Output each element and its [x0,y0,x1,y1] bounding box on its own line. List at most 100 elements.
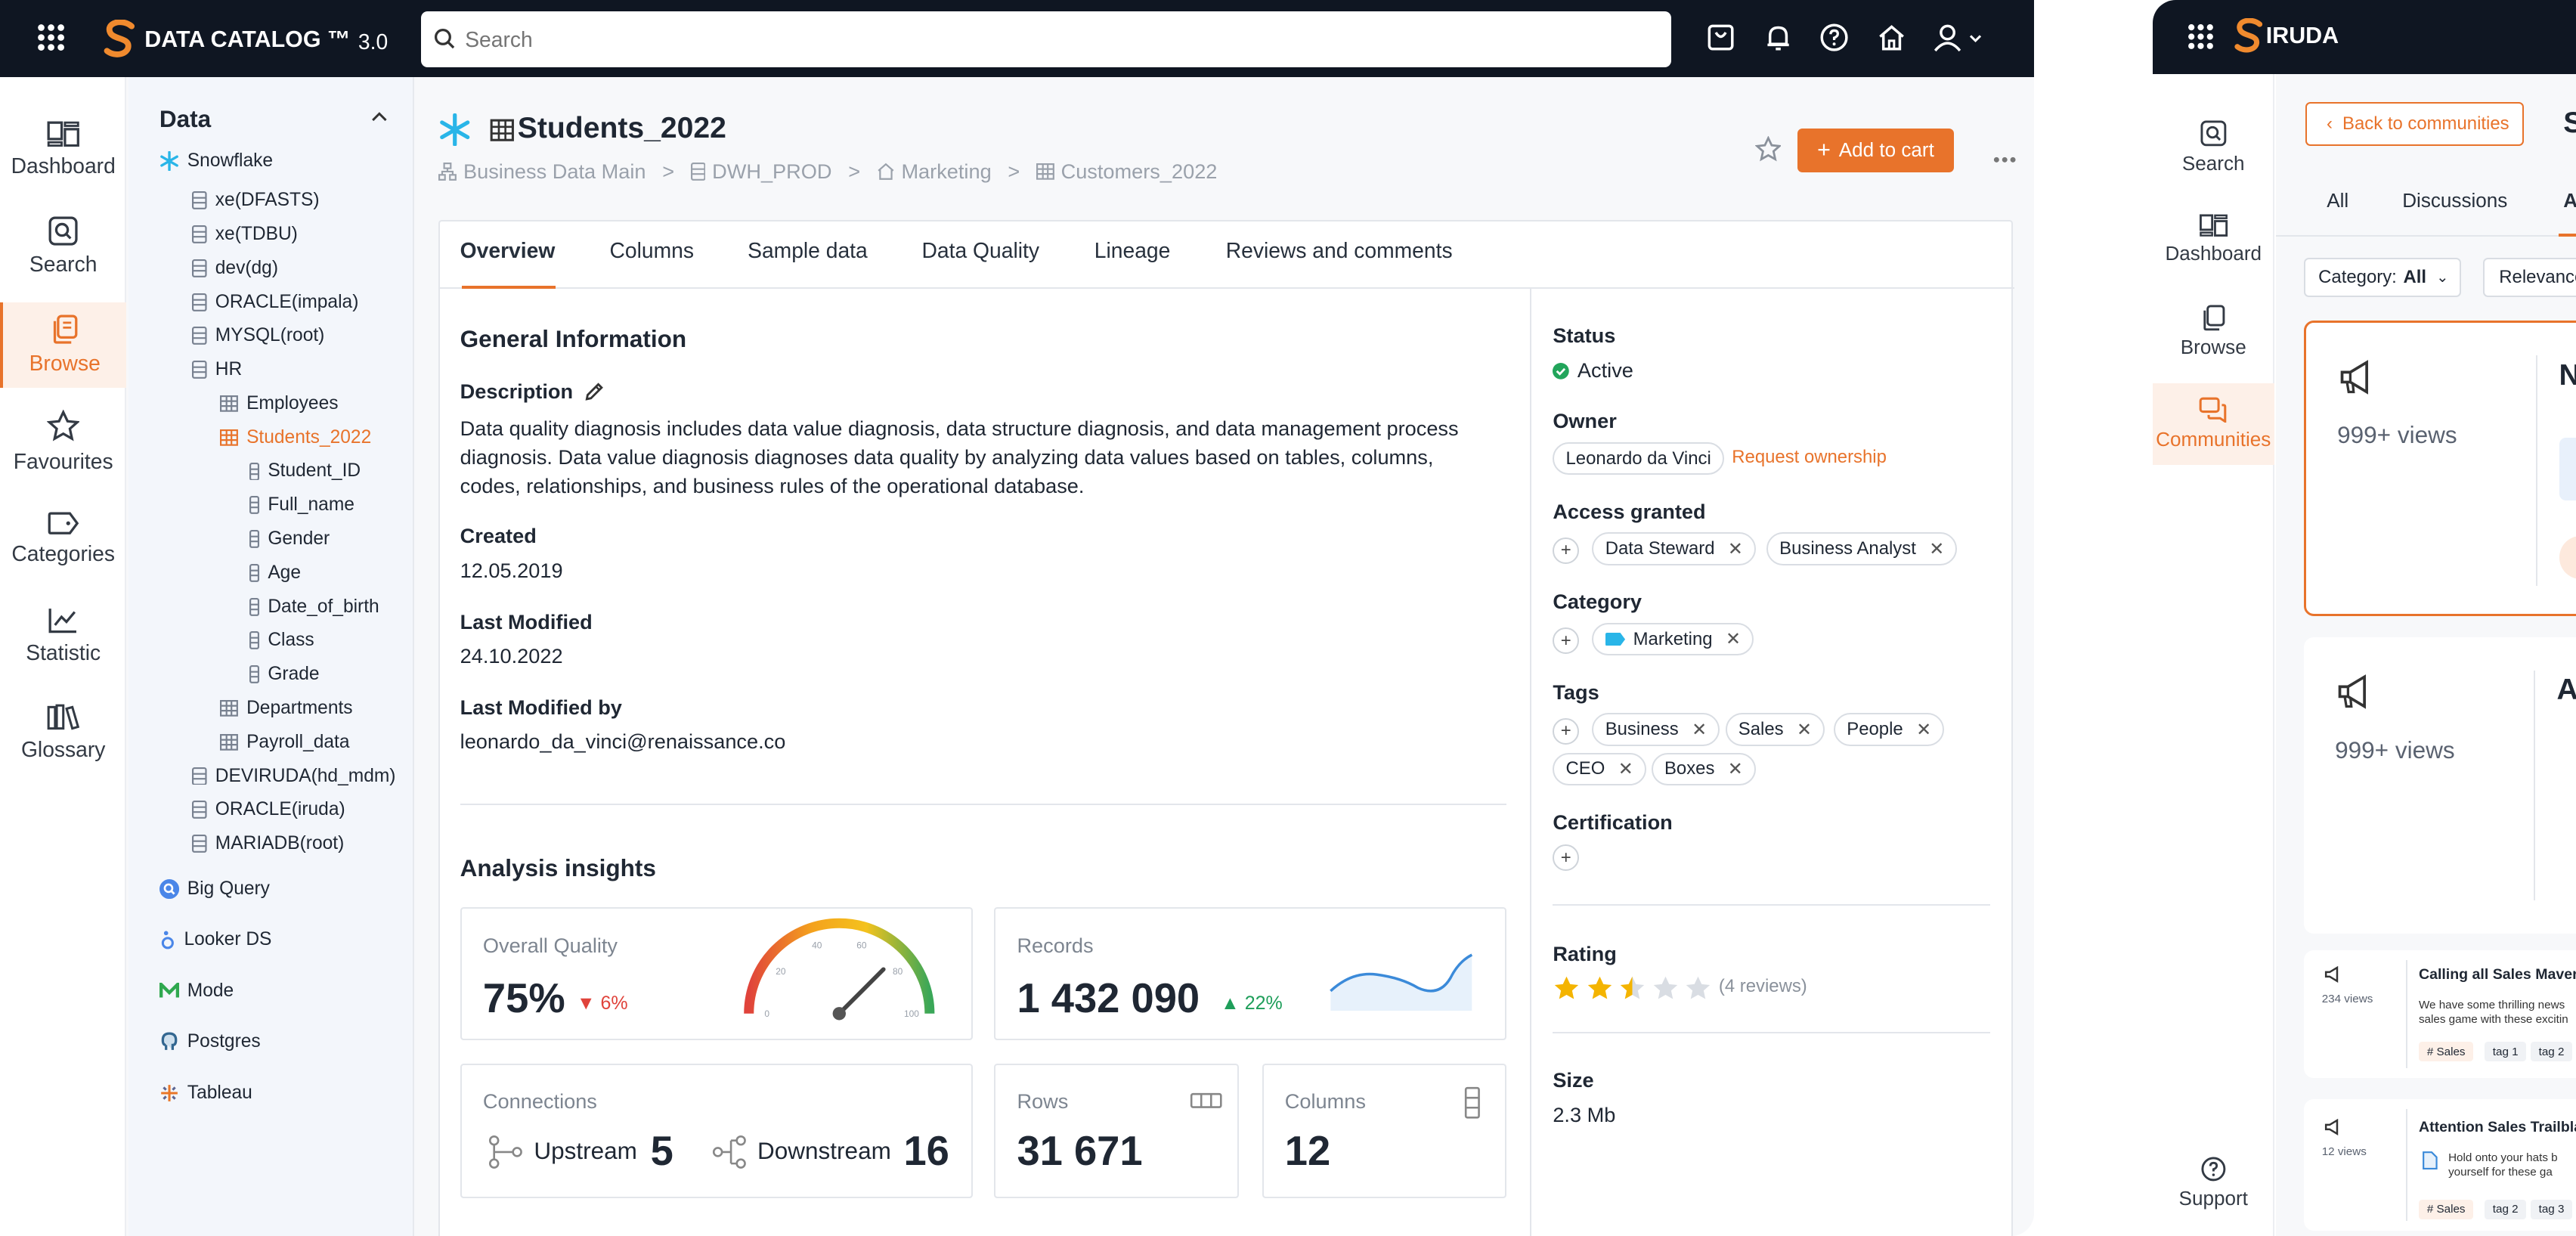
community-card[interactable]: 999+ views A [2303,637,2576,934]
tree-node-oracle-iruda[interactable]: ORACLE(iruda) [192,795,345,825]
tree-node-big-query[interactable]: Big Query [159,875,270,904]
nav-communities[interactable]: Communities [2152,383,2274,466]
tree-node-student-id[interactable]: Student_ID [249,457,361,486]
post-tag[interactable]: # Sales [2418,1199,2474,1219]
rating-star-icon[interactable] [1553,974,1581,1002]
remove-icon[interactable]: ✕ [1727,758,1743,779]
chevron-up-icon[interactable] [371,110,388,122]
tab-data-quality[interactable]: Data Quality [921,238,1039,263]
post-item[interactable]: 12 views Attention Sales Trailbla Hold o… [2303,1099,2576,1231]
remove-icon[interactable]: ✕ [1796,719,1813,740]
tab-lineage[interactable]: Lineage [1094,238,1171,263]
post-item[interactable]: 234 views Calling all Sales Maveri We ha… [2303,949,2576,1079]
global-search[interactable] [420,11,1671,68]
user-menu-icon[interactable] [1933,23,1986,52]
rating-star-icon[interactable] [1684,974,1712,1002]
edit-pencil-icon[interactable] [584,381,605,402]
rating-stars[interactable] [1553,974,1717,1002]
nav-browse[interactable]: Browse [0,302,127,389]
cart-icon[interactable] [1706,23,1735,52]
rating-star-icon[interactable] [1586,974,1614,1002]
breadcrumb-item[interactable]: Marketing [901,159,992,183]
tree-node-tableau[interactable]: Tableau [159,1078,252,1107]
add-certification-button[interactable]: + [1553,844,1580,872]
tree-node-students-2022[interactable]: Students_2022 [220,423,371,452]
back-to-communities-button[interactable]: ‹ Back to communities [2305,101,2525,147]
tree-node-postgres[interactable]: Postgres [159,1027,261,1057]
tree-node-oracle-impala[interactable]: ORACLE(impala) [192,287,358,317]
nav-categories[interactable]: Categories [0,497,126,582]
search-input[interactable] [465,23,1615,56]
nav-browse[interactable]: Browse [2153,291,2274,373]
tree-node-date-of-birth[interactable]: Date_of_birth [249,592,379,621]
tree-node-xe-dfasts[interactable]: xe(DFASTS) [192,186,320,215]
favourite-star-icon[interactable] [1754,136,1782,163]
nav-glossary[interactable]: Glossary [0,690,126,776]
tree-node-employees[interactable]: Employees [220,389,339,418]
nav-support[interactable]: Support [2153,1142,2274,1225]
review-count[interactable]: (4 reviews) [1718,976,1807,997]
tree-node-grade[interactable]: Grade [249,660,320,689]
post-tag[interactable]: tag 1 [2484,1042,2527,1061]
tree-node-age[interactable]: Age [249,558,301,587]
add-access-button[interactable]: + [1553,537,1580,564]
tree-node-hr[interactable]: HR [192,355,242,385]
apps-grid-icon[interactable] [2187,23,2215,51]
remove-icon[interactable]: ✕ [1692,719,1708,740]
post-tag[interactable]: tag 2 [2484,1199,2527,1219]
tree-node-deviruda-hd-mdm[interactable]: DEVIRUDA(hd_mdm) [192,761,395,791]
tree-node-gender[interactable]: Gender [249,524,330,553]
apps-grid-icon[interactable] [36,23,66,52]
tree-node-mysql-root[interactable]: MYSQL(root) [192,321,324,351]
tab-overview[interactable]: Overview [460,238,556,263]
more-icon[interactable] [1993,156,2016,163]
tree-node-dev-dg[interactable]: dev(dg) [192,253,278,283]
tree-node-mariadb-root[interactable]: MARIADB(root) [192,829,344,859]
tree-node-departments[interactable]: Departments [220,693,353,723]
access-chip[interactable]: Data Steward ✕ [1592,532,1757,565]
featured-card[interactable]: 999+ views N [2303,320,2576,617]
post-tag[interactable]: # Sales [2418,1042,2474,1061]
tab-discussions[interactable]: Discussions [2402,188,2508,212]
home-icon[interactable] [1877,23,1906,52]
rating-star-icon[interactable] [1618,974,1646,1002]
tab-all[interactable]: All [2327,188,2349,212]
nav-statistic[interactable]: Statistic [0,593,126,679]
remove-icon[interactable]: ✕ [1929,538,1945,559]
tab-columns[interactable]: Columns [609,238,694,263]
owner-chip[interactable]: Leonardo da Vinci [1553,441,1725,476]
breadcrumb-item[interactable]: Business Data Main [463,159,646,183]
rating-star-icon[interactable] [1652,974,1680,1002]
tag-chip[interactable]: Sales ✕ [1725,713,1825,746]
tab-sample-data[interactable]: Sample data [748,238,868,263]
bell-icon[interactable] [1763,23,1793,52]
sort-select[interactable]: Relevance [2482,258,2576,298]
tag-chip[interactable]: Boxes ✕ [1651,752,1757,786]
tag-chip[interactable]: CEO ✕ [1553,752,1646,786]
nav-search[interactable]: Search [2153,107,2274,189]
remove-icon[interactable]: ✕ [1725,629,1742,650]
post-tag[interactable]: tag 2 [2530,1042,2573,1061]
remove-icon[interactable]: ✕ [1727,538,1743,559]
tree-node-full-name[interactable]: Full_name [249,491,355,520]
nav-search[interactable]: Search [0,204,126,290]
tree-node-mode[interactable]: Mode [159,976,234,1005]
tag-chip[interactable]: Business ✕ [1592,713,1720,746]
breadcrumb-item[interactable]: Customers_2022 [1060,159,1218,183]
nav-dashboard[interactable]: Dashboard [2153,199,2274,281]
breadcrumb-item[interactable]: DWH_PROD [712,159,832,183]
post-tag[interactable]: tag 3 [2530,1199,2573,1219]
tag-chip[interactable]: People ✕ [1834,713,1945,746]
category-filter[interactable]: Category: All ⌄ [2303,258,2462,298]
access-chip[interactable]: Business Analyst ✕ [1766,532,1958,565]
tree-node-class[interactable]: Class [249,626,314,655]
tree-node-xe-tdbu[interactable]: xe(TDBU) [192,219,298,249]
tab-reviews[interactable]: Reviews and comments [1225,238,1453,263]
tree-node-looker-ds[interactable]: Looker DS [159,925,271,955]
tab-active[interactable]: A [2563,189,2576,212]
nav-dashboard[interactable]: Dashboard [0,107,126,192]
add-category-button[interactable]: + [1553,627,1580,655]
add-tag-button[interactable]: + [1553,717,1580,745]
tree-node-snowflake[interactable]: Snowflake [159,146,273,175]
remove-icon[interactable]: ✕ [1916,719,1932,740]
